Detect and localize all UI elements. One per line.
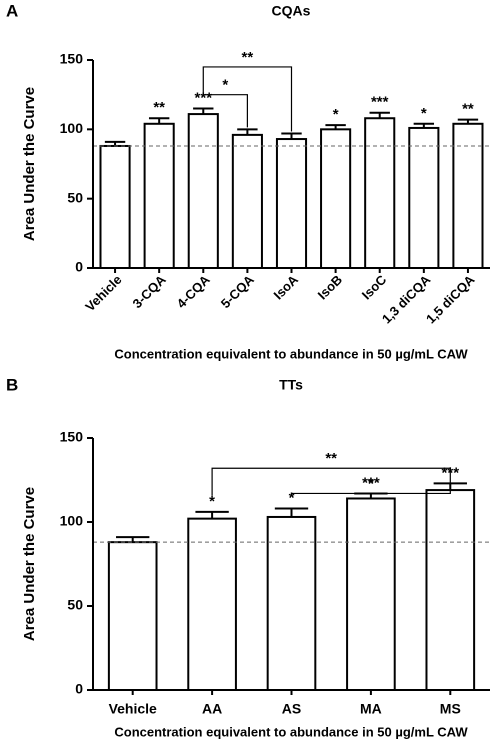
bar [275, 138, 308, 269]
bar [408, 126, 440, 269]
x-tick-label: MA [360, 701, 382, 717]
panel-label: A [6, 1, 18, 20]
significance-label: * [421, 105, 427, 122]
y-tick-label: 100 [60, 120, 84, 136]
significance-label: ** [153, 99, 165, 116]
bracket-label: ** [325, 450, 337, 467]
significance-label: ** [462, 101, 474, 118]
x-tick-label: AA [202, 701, 222, 717]
x-axis-label: Concentration equivalent to abundance in… [114, 724, 468, 739]
bar [320, 128, 352, 269]
bar [364, 117, 396, 269]
significance-label: * [333, 106, 339, 123]
x-tick-label: 4-CQA [174, 272, 214, 312]
x-tick-label: 1,5 diCQA [423, 272, 478, 327]
y-tick-label: 150 [60, 429, 84, 445]
bar [452, 122, 484, 269]
y-axis-label: Area Under the Curve [21, 487, 38, 641]
bar [107, 541, 158, 691]
bracket-label: * [222, 77, 228, 94]
bar [425, 489, 476, 691]
bar [99, 144, 131, 269]
bar [266, 515, 317, 691]
x-tick-label: MS [440, 701, 461, 717]
panel-label: B [6, 375, 18, 394]
significance-label: * [209, 493, 215, 510]
x-tick-label: IsoB [315, 272, 346, 303]
significance-label: *** [371, 94, 389, 111]
bar [143, 122, 175, 269]
bar [231, 133, 263, 269]
significance-label: * [289, 490, 295, 507]
x-tick-label: 3-CQA [130, 272, 170, 312]
chart-panel: A CQAs Area Under the Curve Concentration e… [6, 1, 490, 361]
y-tick-label: 150 [60, 51, 84, 67]
significance-label: *** [195, 90, 213, 107]
bar [346, 497, 396, 691]
significance-bracket [202, 66, 293, 132]
chart-panel: B TTs Area Under the Curve Concentration eq… [6, 375, 490, 739]
y-tick-label: 0 [75, 681, 83, 697]
x-tick-label: 5-CQA [218, 272, 258, 312]
chart-title: TTs [279, 377, 303, 393]
x-tick-label: Vehicle [109, 701, 157, 717]
bracket-label: ** [242, 49, 254, 66]
x-tick-label: IsoA [271, 272, 302, 303]
significance-bracket [290, 467, 451, 495]
y-tick-label: 100 [60, 513, 84, 529]
x-axis-label: Concentration equivalent to abundance in… [114, 346, 468, 361]
significance-label: *** [362, 474, 380, 491]
y-tick-label: 50 [67, 189, 83, 205]
bar [187, 517, 237, 691]
bracket-label: * [368, 475, 374, 492]
y-tick-label: 0 [75, 259, 83, 275]
x-tick-label: Vehicle [82, 272, 124, 314]
x-tick-label: AS [282, 701, 301, 717]
significance-bracket [211, 467, 451, 496]
y-tick-label: 50 [67, 597, 83, 613]
x-tick-label: IsoC [359, 272, 390, 303]
significance-bracket [202, 92, 248, 128]
bar [187, 113, 219, 269]
y-axis-label: Area Under the Curve [21, 87, 38, 241]
chart-title: CQAs [272, 3, 311, 19]
